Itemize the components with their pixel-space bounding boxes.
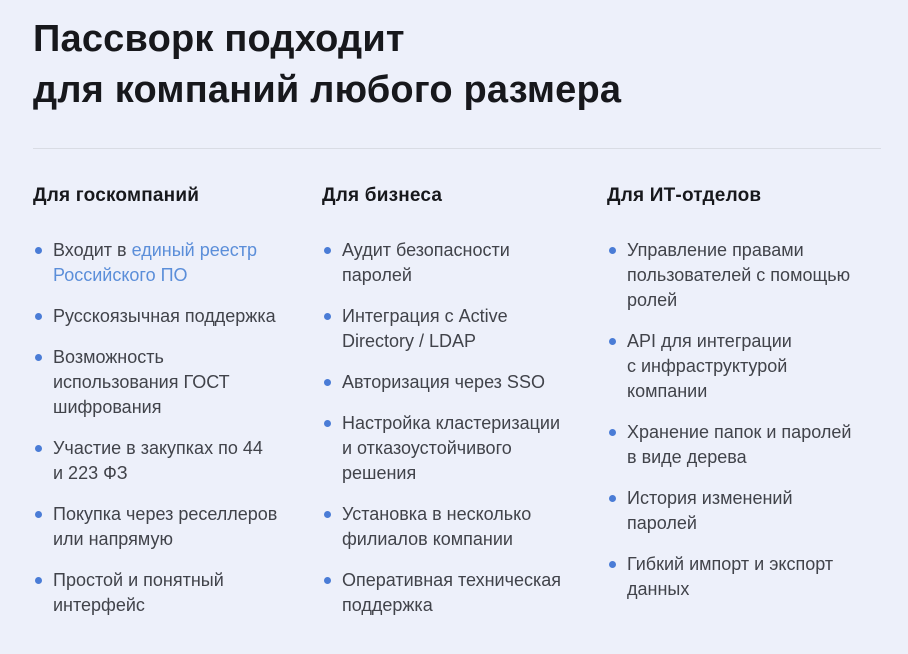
list-item: История изменений паролей [607, 486, 863, 536]
column-it-departments: Для ИТ-отделов Управление правами пользо… [607, 183, 881, 634]
column-title-it-departments: Для ИТ-отделов [607, 185, 762, 206]
list-item: Авторизация через SSO [322, 370, 589, 395]
list-item: Русскоязычная поддержка [33, 304, 304, 329]
column-business: Для бизнеса Аудит безопасности паролей И… [322, 183, 607, 634]
list-item: Оперативная техническая поддержка [322, 568, 589, 618]
list-item: Интеграция с Active Directory / LDAP [322, 304, 589, 354]
list-item: Входит в единый реестр Российского ПО [33, 238, 304, 288]
list-item: Возможность использования ГОСТ шифровани… [33, 345, 304, 420]
list-item: Установка в несколько филиалов компании [322, 502, 589, 552]
column-title-business: Для бизнеса [322, 185, 443, 206]
list-item: API для интеграции с инфраструктурой ком… [607, 329, 863, 404]
list-item: Настройка кластеризации и отказоустойчив… [322, 411, 589, 486]
list-item-text: Входит в [53, 240, 132, 260]
divider [33, 148, 881, 149]
list-item: Хранение папок и паролей в виде дерева [607, 420, 863, 470]
column-state-companies: Для госкомпаний Входит в единый реестр Р… [33, 183, 322, 634]
russian-software-registry-link[interactable]: единый реестр Российского ПО [53, 240, 257, 285]
list-item: Простой и понятный интерфейс [33, 568, 304, 618]
page-title: Пассворк подходит для компаний любого ра… [33, 18, 622, 111]
feature-columns: Для госкомпаний Входит в единый реестр Р… [33, 183, 881, 634]
list-item: Аудит безопасности паролей [322, 238, 589, 288]
feature-list-it-departments: Управление правами пользователей с помощ… [607, 238, 881, 602]
list-item: Гибкий импорт и экспорт данных [607, 552, 863, 602]
column-title-state-companies: Для госкомпаний [33, 185, 200, 206]
feature-list-business: Аудит безопасности паролей Интеграция с … [322, 238, 607, 618]
list-item: Участие в закупках по 44 и 223 ФЗ [33, 436, 304, 486]
feature-list-state-companies: Входит в единый реестр Российского ПО Ру… [33, 238, 322, 618]
list-item: Управление правами пользователей с помощ… [607, 238, 863, 313]
list-item: Покупка через реселлеров или напрямую [33, 502, 304, 552]
